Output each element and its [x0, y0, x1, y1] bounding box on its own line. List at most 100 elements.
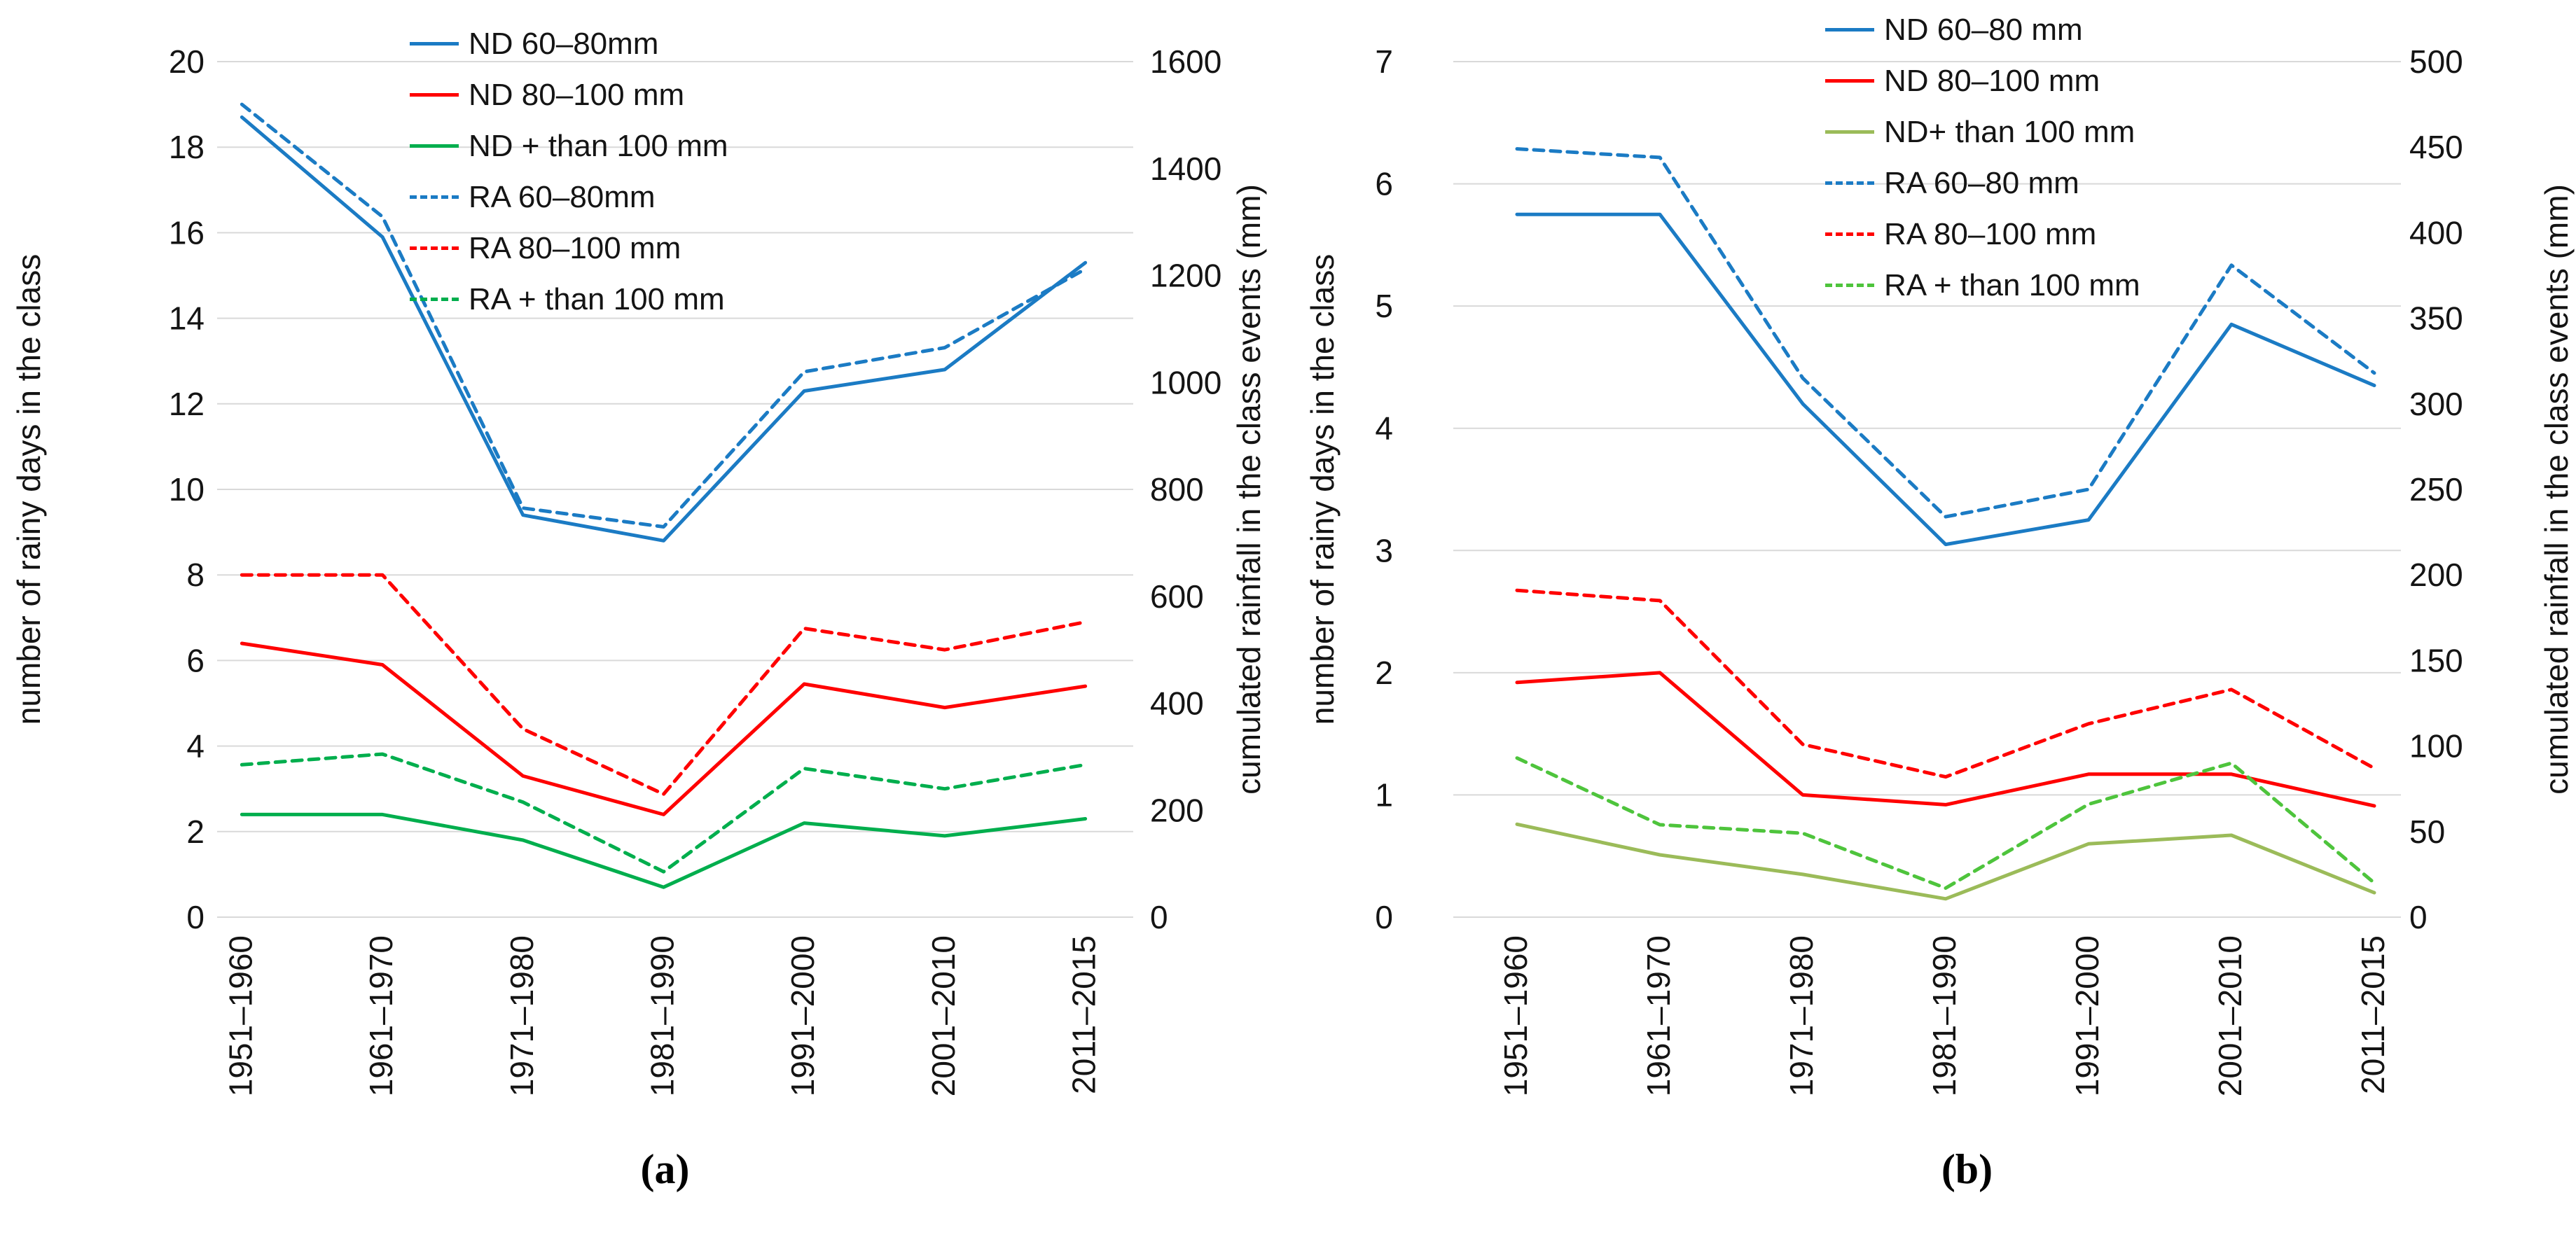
legend-item-nd-60-80: ND 60–80 mm [1825, 4, 2140, 55]
legend-item-nd-100plus: ND + than 100 mm [410, 120, 728, 172]
series-line-ra-80–100-mm [240, 573, 1088, 796]
line-swatch-icon [1825, 284, 1874, 287]
y-tick-label-right: 150 [2409, 642, 2463, 678]
legend-item-ra-100plus: RA + than 100 mm [410, 274, 728, 325]
x-tick-label: 2001–2010 [2212, 935, 2248, 1096]
y-tick-label-right: 350 [2409, 300, 2463, 337]
legend-b: ND 60–80 mm ND 80–100 mm ND+ than 100 mm… [1825, 4, 2140, 311]
x-tick-label: 2001–2010 [925, 935, 962, 1096]
y-axis-title-left-a: number of rainy days in the class [11, 253, 47, 725]
caption-b: (b) [1941, 1146, 1993, 1192]
y-tick-label-right: 0 [2409, 899, 2428, 935]
y-tick-label-right: 100 [2409, 728, 2463, 765]
chart-a-canvas: 0246810121416182002004006008001000120014… [169, 43, 1222, 1096]
x-tick-label: 1951–1960 [222, 935, 258, 1096]
y-tick-label-left: 4 [186, 728, 205, 765]
legend-label: RA 80–100 mm [1884, 216, 2097, 251]
series-line-nd-60–80mm [240, 115, 1088, 543]
line-swatch-icon [410, 144, 459, 148]
series-line-nd+-than-100-mm [1515, 822, 2376, 901]
x-tick-label: 1971–1980 [1783, 935, 1820, 1096]
line-swatch-icon [1825, 181, 1874, 185]
series-line-ra-+-than-100-mm [240, 752, 1088, 874]
x-tick-label: 1961–1970 [363, 935, 399, 1096]
line-swatch-icon [410, 93, 459, 97]
y-tick-label-left: 4 [1375, 410, 1393, 447]
legend-item-ra-60-80: RA 60–80mm [410, 172, 728, 223]
chart-b-canvas: 0 1 2 3 4 5 6 7 0 50 100 150 200 250 300 350 400 450 500 19… [1375, 43, 2463, 1096]
y-tick-label-left: 1 [1375, 776, 1393, 813]
legend-label: ND+ than 100 mm [1884, 114, 2135, 149]
y-tick-label-left: 12 [169, 386, 205, 422]
series-line-ra-+-than-100-mm [1515, 756, 2376, 890]
y-tick-label-left: 5 [1375, 288, 1393, 324]
y-tick-label-right: 50 [2409, 814, 2445, 850]
line-swatch-icon [410, 298, 459, 301]
legend-label: RA 60–80mm [469, 179, 656, 214]
y-tick-label-right: 1000 [1150, 364, 1221, 400]
legend-item-nd-80-100: ND 80–100 mm [410, 69, 728, 120]
legend-label: RA 60–80 mm [1884, 165, 2079, 200]
y-tick-label-left: 6 [1375, 166, 1393, 202]
y-tick-label-right: 1200 [1150, 258, 1221, 294]
y-tick-label-left: 2 [186, 814, 205, 850]
y-tick-label-right: 450 [2409, 129, 2463, 165]
y-axis-title-left-b: number of rainy days in the class [1304, 253, 1341, 725]
legend-item-nd-100plus: ND+ than 100 mm [1825, 106, 2140, 158]
x-tick-label: 2011–2015 [1066, 935, 1102, 1094]
y-tick-label-right: 600 [1150, 578, 1204, 615]
legend-label: RA + than 100 mm [1884, 267, 2140, 302]
y-tick-label-right: 1400 [1150, 151, 1221, 187]
line-swatch-icon [410, 246, 459, 250]
x-tick-label: 1981–1990 [644, 935, 681, 1096]
legend-label: ND 60–80mm [469, 26, 659, 61]
series-line-ra-60–80mm [240, 102, 1088, 529]
y-tick-label-left: 2 [1375, 655, 1393, 691]
legend-label: RA 80–100 mm [469, 230, 681, 265]
legend-item-nd-80-100: ND 80–100 mm [1825, 55, 2140, 106]
y-tick-label-right: 200 [2409, 557, 2463, 593]
y-tick-label-right: 200 [1150, 792, 1204, 828]
line-swatch-icon [1825, 232, 1874, 236]
legend-label: ND 80–100 mm [469, 77, 685, 112]
y-tick-label-left: 16 [169, 214, 205, 251]
x-tick-label: 1971–1980 [504, 935, 540, 1096]
x-tick-label: 1951–1960 [1497, 935, 1534, 1096]
series-line-ra-80–100-mm [1515, 588, 2376, 779]
line-swatch-icon [410, 195, 459, 199]
legend-label: ND 80–100 mm [1884, 63, 2100, 98]
y-tick-label-right: 400 [1150, 685, 1204, 722]
legend-item-nd-60-80: ND 60–80mm [410, 18, 728, 69]
x-tick-label: 1991–2000 [784, 935, 821, 1096]
line-swatch-icon [410, 42, 459, 46]
y-axis-title-right-a: cumulated rainfall in the class events (… [1231, 184, 1267, 795]
caption-a: (a) [640, 1146, 690, 1192]
x-tick-label: 1991–2000 [2069, 935, 2105, 1096]
legend-label: ND + than 100 mm [469, 128, 728, 163]
line-swatch-icon [1825, 79, 1874, 83]
series-line-nd-+-than-100-mm [240, 812, 1088, 889]
y-tick-label-left: 10 [169, 471, 205, 508]
chart-panel-b: 0 1 2 3 4 5 6 7 0 50 100 150 200 250 300 350 400 450 500 19… [1288, 0, 2576, 1235]
y-tick-label-left: 18 [169, 129, 205, 165]
legend-label: RA + than 100 mm [469, 281, 725, 316]
y-tick-label-left: 8 [186, 557, 205, 593]
legend-item-ra-80-100: RA 80–100 mm [410, 223, 728, 274]
series-line-nd-80–100-mm [1515, 671, 2376, 808]
y-axis-title-right-b: cumulated rainfall in the class events (… [2538, 184, 2575, 795]
x-tick-label: 1981–1990 [1926, 935, 1962, 1096]
line-swatch-icon [1825, 28, 1874, 32]
y-tick-label-right: 500 [2409, 43, 2463, 80]
chart-panel-a: 0 2 4 6 8 10 12 14 16 18 20 0 200 400 600 800 1000 1200 14… [11, 18, 1267, 1193]
line-swatch-icon [1825, 130, 1874, 134]
series-line-nd-60–80-mm [1515, 212, 2376, 547]
x-tick-label: 1961–1970 [1640, 935, 1677, 1096]
series-line-nd-80–100-mm [240, 641, 1088, 816]
y-tick-label-right: 300 [2409, 386, 2463, 422]
y-tick-label-left: 3 [1375, 532, 1393, 568]
y-tick-label-right: 1600 [1150, 43, 1221, 80]
y-tick-label-left: 14 [169, 300, 205, 337]
series-line-ra-60–80-mm [1515, 147, 2376, 519]
y-tick-label-left: 6 [186, 642, 205, 678]
